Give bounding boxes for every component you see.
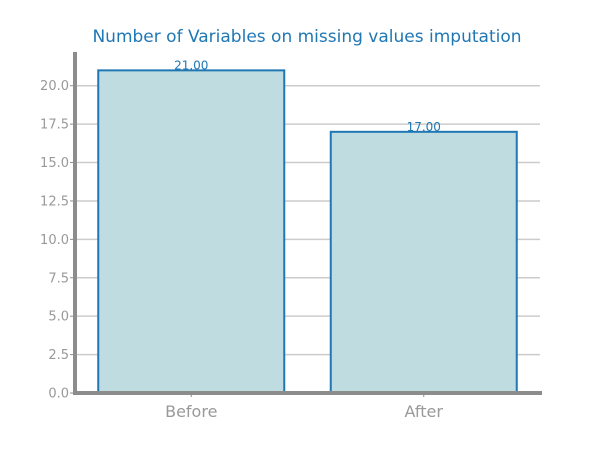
data-label-after: 17.00 <box>407 120 441 134</box>
axes <box>73 52 542 395</box>
x-tick-label: After <box>405 402 444 421</box>
y-tick-label: 5.0 <box>48 310 69 325</box>
chart-title: Number of Variables on missing values im… <box>92 27 521 47</box>
data-label-before: 21.00 <box>174 58 208 72</box>
bar-after <box>329 130 518 394</box>
y-tick-label: 0.0 <box>48 387 69 402</box>
y-tick-label: 20.0 <box>40 79 69 94</box>
x-tick-label: Before <box>165 402 217 421</box>
y-tick-label: 15.0 <box>40 156 69 171</box>
y-tick-label: 12.5 <box>40 194 69 209</box>
x-axis-ticks: Before After <box>165 393 443 421</box>
y-tick-label: 2.5 <box>48 348 69 363</box>
y-tick-label: 7.5 <box>48 271 69 286</box>
y-tick-label: 10.0 <box>40 233 69 248</box>
bar-before <box>97 69 286 394</box>
y-axis-ticks: 0.0 2.5 5.0 7.5 10.0 12.5 15.0 17.5 20.0 <box>40 79 75 402</box>
bars: 21.00 17.00 <box>97 58 518 394</box>
y-tick-label: 17.5 <box>40 118 69 133</box>
